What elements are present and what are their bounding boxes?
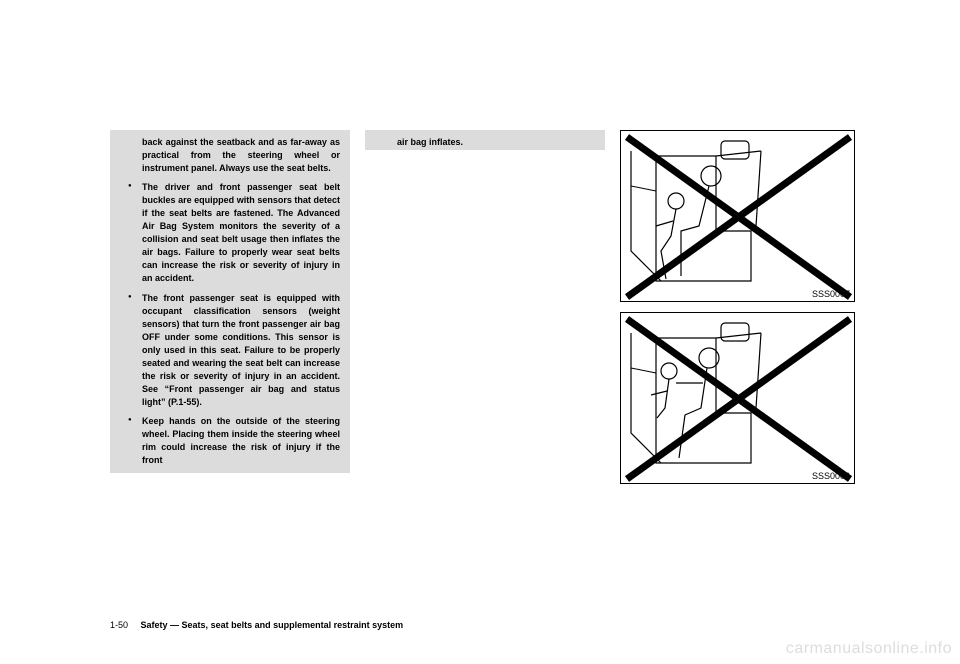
illustration-child-on-lap — [621, 131, 856, 303]
bullet-occupant-classification: The front passenger seat is equipped wit… — [120, 292, 340, 409]
page-number: 1-50 — [110, 620, 128, 630]
page-content: back against the seatback and as far-awa… — [110, 130, 860, 600]
bullet-seatbelt-sensors: The driver and front passenger seat belt… — [120, 181, 340, 285]
para-continuation: back against the seatback and as far-awa… — [120, 136, 340, 175]
column-1: back against the seatback and as far-awa… — [110, 130, 350, 473]
warning-box-col1: back against the seatback and as far-awa… — [110, 130, 350, 473]
para-airbag-inflates: air bag inflates. — [375, 136, 595, 149]
page-footer: 1-50 Safety — Seats, seat belts and supp… — [110, 620, 403, 630]
figure-bottom: SSS0006 — [620, 312, 855, 484]
warning-box-col2: air bag inflates. — [365, 130, 605, 150]
figure-top-label: SSS0007 — [812, 289, 850, 299]
figure-bottom-label: SSS0006 — [812, 471, 850, 481]
bullet-hands-outside-wheel: Keep hands on the outside of the steerin… — [120, 415, 340, 467]
illustration-child-held — [621, 313, 856, 485]
section-title: Safety — Seats, seat belts and supplemen… — [141, 620, 404, 630]
watermark: carmanualsonline.info — [786, 640, 952, 658]
column-3: SSS0007 — [620, 130, 860, 494]
column-2: air bag inflates. — [365, 130, 605, 150]
figure-top: SSS0007 — [620, 130, 855, 302]
